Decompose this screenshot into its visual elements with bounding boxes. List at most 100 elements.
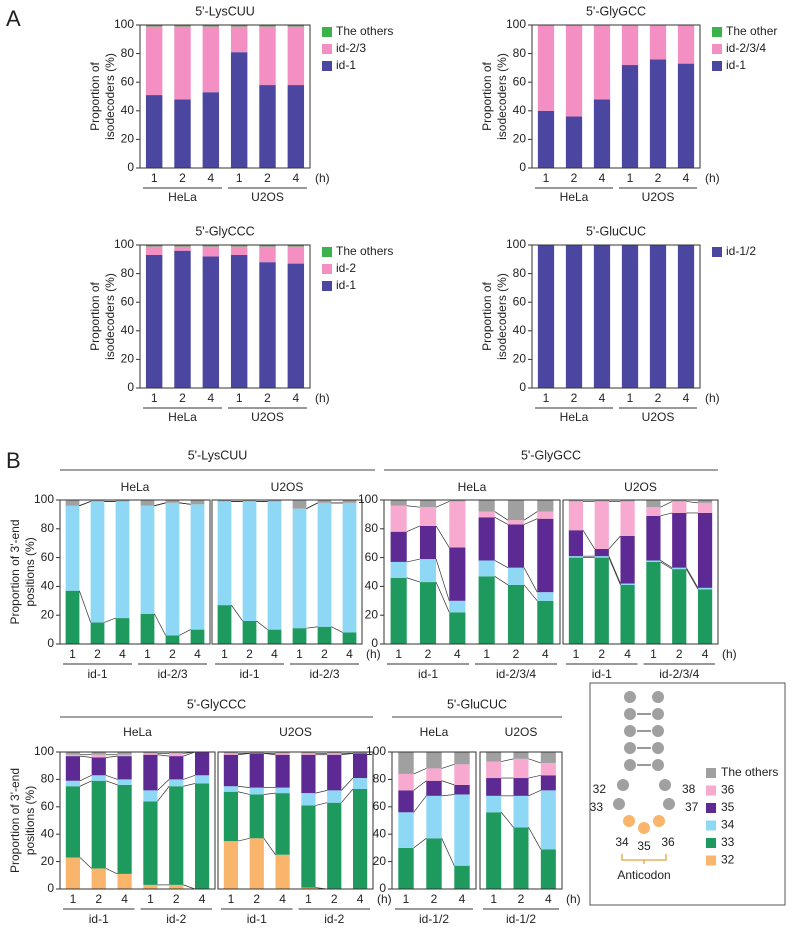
x-tick-label: 1: [543, 171, 550, 185]
bar-segment: [649, 25, 667, 60]
legend-box: 32 33 34 35 36 37 38 Anticodon: [589, 682, 786, 906]
bar-segment: [202, 245, 220, 247]
bar-segment: [398, 790, 414, 813]
x-axis-label: (h): [722, 647, 737, 661]
connector: [104, 617, 116, 623]
chart-title: 5'-GluCUC: [447, 697, 507, 711]
connector: [660, 501, 673, 508]
bar-segment: [169, 779, 184, 787]
bar-segment: [594, 501, 609, 549]
bar-segment: [677, 245, 695, 388]
x-tick-label: 1: [236, 391, 243, 405]
y-tick-label: 100: [114, 17, 134, 31]
bar-segment: [537, 25, 555, 111]
bar-segment: [115, 500, 130, 502]
connector: [406, 525, 421, 533]
connector: [660, 512, 673, 517]
y-axis-label: positions (%): [23, 786, 37, 855]
connector: [500, 812, 514, 828]
y-tick-label: 80: [41, 772, 55, 786]
connector: [608, 556, 621, 584]
bar-segment: [301, 754, 316, 794]
group-label: id-1: [87, 667, 107, 681]
bar-segment: [327, 752, 342, 754]
bar-segment: [621, 65, 639, 168]
bar-segment: [697, 587, 713, 590]
bar-segment: [249, 838, 264, 889]
bar-segment: [646, 500, 661, 508]
bar-segment: [419, 559, 437, 583]
bar-segment: [568, 556, 584, 558]
bar-segment: [620, 500, 635, 502]
bar-segment: [143, 754, 158, 791]
bar-segment: [117, 754, 132, 757]
x-tick-label: 1: [144, 647, 151, 661]
y-tick-label: 20: [41, 607, 55, 621]
legend-label: 34: [721, 818, 735, 832]
bar-segment: [540, 775, 556, 791]
bar-segment: [594, 556, 609, 558]
x-tick-label: 4: [357, 892, 364, 906]
connector: [686, 501, 699, 504]
x-tick-label: 1: [483, 647, 490, 661]
y-tick-label: 20: [513, 132, 527, 146]
plot-frame: [562, 499, 719, 645]
connector: [406, 577, 421, 583]
x-tick-label: 2: [253, 892, 260, 906]
bar-segment: [454, 784, 470, 795]
connector: [406, 558, 421, 563]
bar-segment: [230, 52, 248, 168]
bar-segment: [287, 26, 305, 86]
connector: [660, 561, 673, 570]
x-tick-label: 2: [676, 647, 683, 661]
connector: [523, 567, 538, 593]
stem: [613, 691, 675, 810]
bar-segment: [565, 245, 583, 388]
bar-segment: [419, 525, 437, 560]
connector: [79, 780, 92, 787]
bar-segment: [143, 801, 158, 885]
x-tick-label: 1: [69, 647, 76, 661]
y-tick-label: 60: [41, 550, 55, 564]
connector: [79, 755, 92, 758]
bar-segment: [697, 512, 713, 588]
connector: [105, 868, 118, 875]
group-label: id-2/3: [309, 667, 339, 681]
y-tick-label: 80: [513, 266, 527, 280]
bar-segment: [478, 576, 495, 644]
connector: [157, 786, 170, 802]
bar-segment: [117, 779, 132, 785]
bar-segment: [259, 26, 276, 86]
bar-segment: [230, 26, 248, 53]
bar-segment: [117, 752, 132, 755]
group-label: id-1: [418, 667, 438, 681]
bar-segment: [91, 775, 106, 781]
connector: [441, 794, 455, 797]
y-tick-label: 40: [513, 103, 527, 117]
x-tick-label: 1: [627, 391, 634, 405]
bar-segment: [697, 589, 713, 644]
position-label: 35: [637, 839, 651, 853]
connector: [435, 525, 450, 548]
chart-title: 5'-GlyGCC: [586, 4, 646, 18]
y-axis-label: isodecoders (%): [103, 53, 117, 140]
chart-title: 5'-LysCUU: [195, 4, 255, 18]
connector: [413, 795, 427, 813]
connector: [263, 838, 276, 855]
chart-title: 5'-GlyCCC: [187, 697, 246, 711]
legend-label: The others: [721, 765, 778, 779]
legend-swatch: [706, 838, 716, 848]
y-axis-label: positions (%): [23, 537, 37, 606]
y-tick-label: 40: [365, 579, 379, 593]
group-label: id-1: [239, 667, 259, 681]
x-tick-label: 4: [599, 391, 606, 405]
panel-header: HeLa: [123, 725, 152, 739]
connector: [331, 626, 343, 633]
bar-segment: [165, 635, 180, 644]
connector: [105, 774, 118, 780]
bar-segment: [169, 884, 184, 889]
bar-segment: [677, 25, 695, 64]
bar-segment: [259, 262, 276, 388]
bar-segment: [230, 246, 248, 256]
bar-segment: [259, 245, 276, 247]
